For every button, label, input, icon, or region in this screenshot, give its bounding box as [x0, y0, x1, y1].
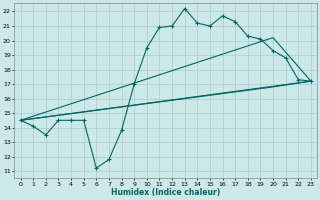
X-axis label: Humidex (Indice chaleur): Humidex (Indice chaleur) [111, 188, 220, 197]
